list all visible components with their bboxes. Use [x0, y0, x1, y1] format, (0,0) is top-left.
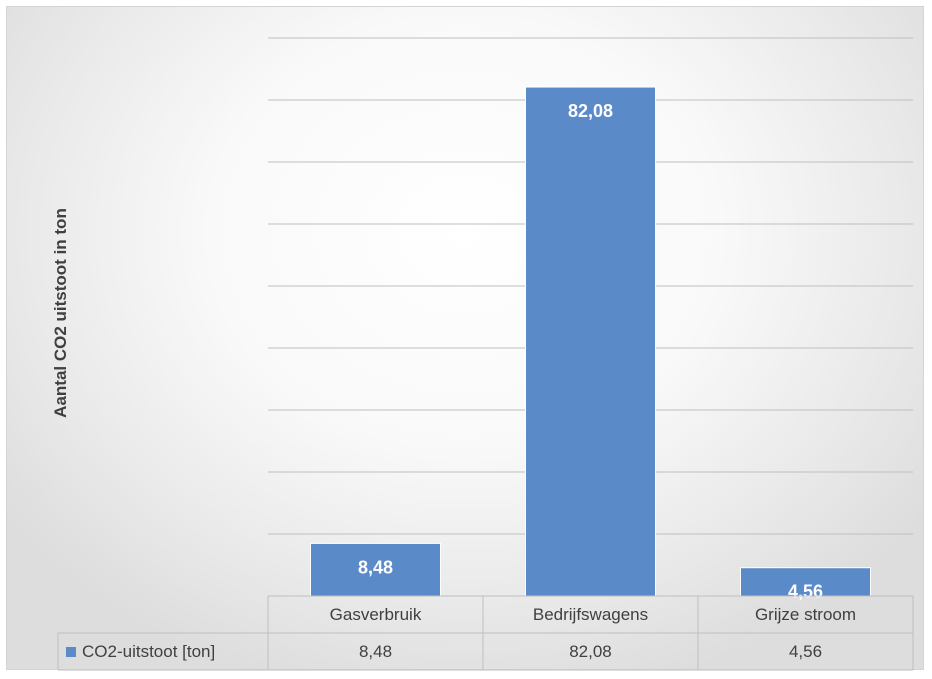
category-label: Gasverbruik — [329, 604, 422, 624]
legend-label: CO2-uitstoot [ton] — [82, 641, 216, 661]
legend-entry: CO2-uitstoot [ton] — [58, 633, 268, 670]
table-value: 4,56 — [788, 641, 823, 661]
data-label: 4,56 — [788, 582, 823, 602]
table-value: 82,08 — [569, 641, 612, 661]
category-label: Grijze stroom — [754, 604, 857, 624]
category-label: Bedrijfswagens — [532, 604, 649, 624]
chart-frame — [6, 6, 924, 670]
data-label: 82,08 — [568, 101, 613, 121]
table-value: 8,48 — [358, 641, 393, 661]
data-label: 8,48 — [358, 557, 393, 577]
legend-key — [66, 646, 76, 657]
bar-bedrijfswagens — [525, 86, 656, 597]
